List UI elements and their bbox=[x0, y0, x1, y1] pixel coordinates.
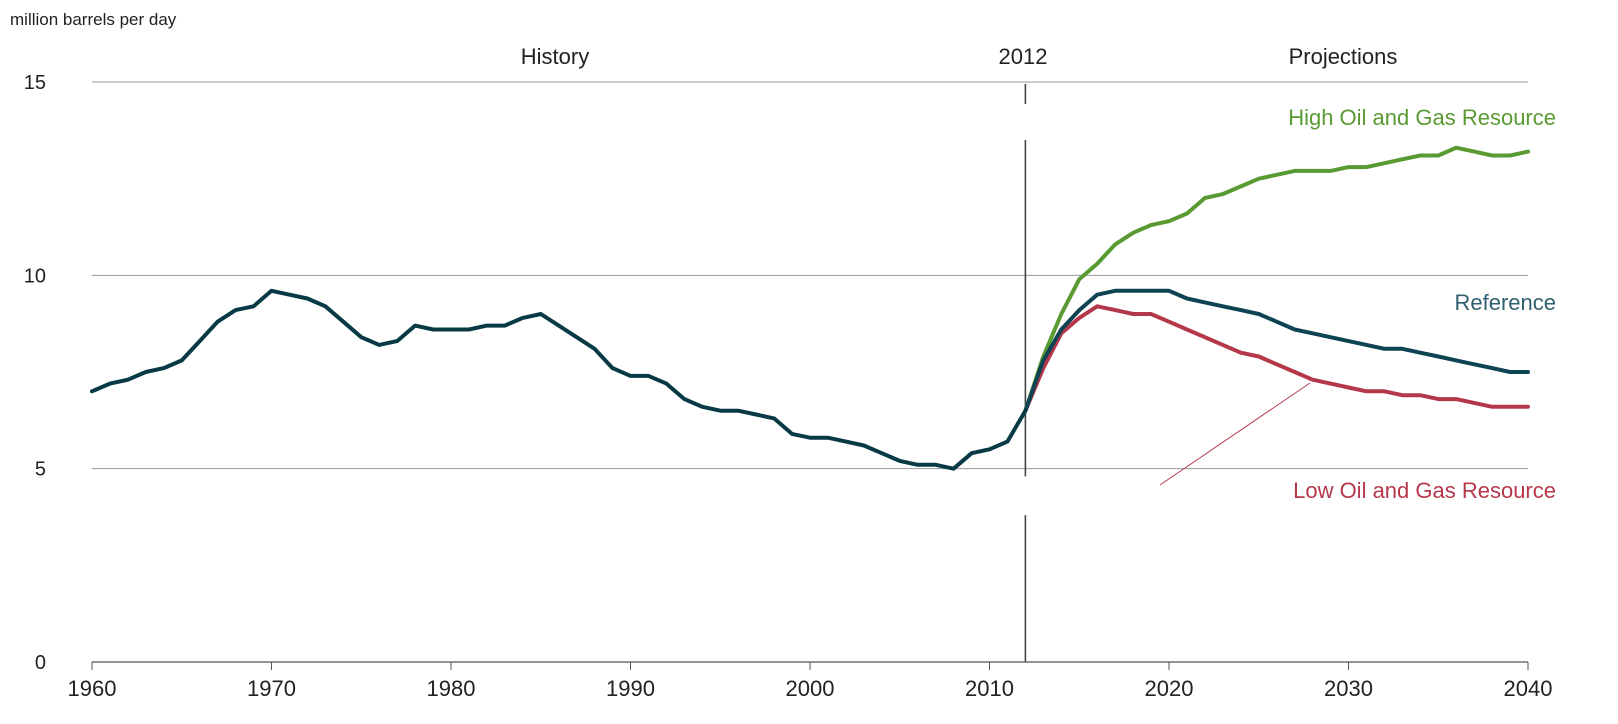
x-tick-label-1990: 1990 bbox=[606, 676, 655, 701]
x-tick-label-1970: 1970 bbox=[247, 676, 296, 701]
series-line-low bbox=[1023, 304, 1530, 413]
y-tick-label-15: 15 bbox=[24, 72, 46, 94]
x-axis: 1960 1970 1980 1990 2000 2010 2020 2030 2040 bbox=[68, 661, 1553, 701]
series-lines bbox=[90, 145, 1530, 471]
series-label-reference: Reference bbox=[1454, 290, 1556, 315]
annotations: History 2012 Projections High Oil and Ga… bbox=[521, 44, 1556, 503]
series-line-reference bbox=[1023, 288, 1530, 413]
x-tick-label-2030: 2030 bbox=[1324, 676, 1373, 701]
y-axis-unit-label: million barrels per day bbox=[10, 10, 177, 29]
y-tick-label-5: 5 bbox=[35, 459, 46, 481]
series-line-history bbox=[90, 288, 1028, 471]
y-tick-label-0: 0 bbox=[35, 652, 46, 674]
series-label-low: Low Oil and Gas Resource bbox=[1293, 478, 1556, 503]
x-tick-label-2000: 2000 bbox=[786, 676, 835, 701]
y-tick-label-10: 10 bbox=[24, 265, 46, 287]
series-label-high: High Oil and Gas Resource bbox=[1288, 105, 1556, 130]
divider-year-label: 2012 bbox=[999, 44, 1048, 69]
series-line-high bbox=[1023, 145, 1530, 413]
x-tick-label-1980: 1980 bbox=[427, 676, 476, 701]
x-tick-label-2040: 2040 bbox=[1504, 676, 1553, 701]
history-label: History bbox=[521, 44, 589, 69]
x-tick-label-1960: 1960 bbox=[68, 676, 117, 701]
x-tick-label-2020: 2020 bbox=[1145, 676, 1194, 701]
projections-label: Projections bbox=[1289, 44, 1398, 69]
gridlines bbox=[92, 81, 1528, 470]
low-label-leader-line bbox=[1159, 382, 1311, 486]
x-tick-label-2010: 2010 bbox=[965, 676, 1014, 701]
y-tick-labels: 0 5 10 15 bbox=[24, 72, 46, 674]
